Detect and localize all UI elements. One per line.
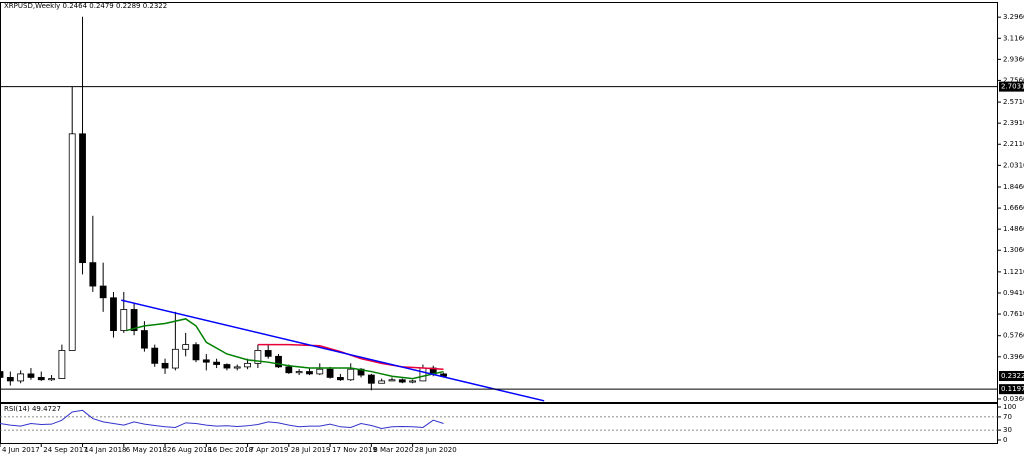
candle-body [171, 348, 179, 369]
y-tick-label: 2.5710 [1003, 98, 1024, 106]
candle-body [419, 367, 427, 382]
candle-body [192, 344, 200, 361]
y-tick-label: 3.1160 [1003, 34, 1024, 42]
candle-body [37, 377, 45, 381]
y-tick-label: 70 [1003, 413, 1012, 421]
y-tick-label: 30 [1003, 426, 1012, 434]
candle-body [337, 377, 344, 381]
y-tick-label: 2.7560 [1003, 76, 1024, 84]
candle-body [223, 364, 231, 369]
candle-body [48, 378, 55, 381]
last-price-box [999, 370, 1024, 381]
candle-body [27, 373, 35, 378]
candle-body [295, 371, 303, 374]
y-tick-label: 0 [1003, 436, 1007, 444]
candle-body [264, 350, 272, 357]
candle-body [378, 380, 386, 384]
x-tick-label: 7 Apr 2019 [250, 446, 289, 454]
x-tick-label: 26 Aug 2018 [167, 446, 212, 454]
candle-body [6, 377, 14, 382]
candle-body [68, 133, 76, 351]
overlay-line [257, 343, 444, 370]
y-tick-label: 100 [1003, 403, 1016, 411]
chart-title: XRPUSD,Weekly 0.2464 0.2479 0.2289 0.232… [4, 2, 167, 10]
price-level-box [999, 384, 1024, 395]
y-tick-label: 1.4860 [1003, 225, 1024, 233]
candle-body [316, 368, 324, 375]
candle-body [99, 285, 107, 299]
overlay-line [121, 299, 545, 402]
candle-body [254, 350, 262, 364]
y-tick-label: 1.3060 [1003, 246, 1024, 254]
candle-body [213, 361, 221, 365]
x-tick-label: 17 Nov 2019 [332, 446, 377, 454]
candle-body [182, 344, 190, 350]
y-tick-label: 2.2110 [1003, 140, 1024, 148]
candle-body [161, 362, 169, 369]
x-tick-label: 28 Jul 2019 [291, 446, 331, 454]
y-tick-label: 3.2960 [1003, 13, 1024, 21]
candle-body [233, 366, 241, 369]
candle-body [244, 362, 251, 368]
overlay-line [126, 318, 444, 380]
x-tick-label: 28 Jun 2020 [415, 446, 457, 454]
x-tick-label: 8 Mar 2020 [373, 446, 413, 454]
candle-body [285, 366, 293, 374]
candle-body [130, 309, 138, 331]
candle-body [388, 379, 396, 382]
x-tick-label: 4 Jun 2017 [2, 446, 40, 454]
x-tick-label: 6 May 2018 [126, 446, 167, 454]
candle-body [367, 374, 375, 384]
candle-body [398, 379, 406, 383]
rsi-pane [0, 403, 998, 444]
price-level-label: 2.7031 [1001, 83, 1024, 91]
candle-body [202, 359, 210, 363]
candle-body [79, 133, 86, 264]
y-tick-label: 2.3910 [1003, 119, 1024, 127]
y-tick-label: 2.9360 [1003, 55, 1024, 63]
y-tick-label: 1.6660 [1003, 204, 1024, 212]
candle-body [0, 371, 4, 378]
x-tick-label: 24 Sep 2017 [43, 446, 87, 454]
candle-body [141, 330, 148, 349]
main-pane [0, 2, 998, 403]
candle-body [306, 371, 313, 375]
price-level-box [999, 81, 1024, 92]
y-tick-label: 1.8460 [1003, 183, 1024, 191]
rsi-line [0, 409, 444, 429]
x-tick-label: 14 Jan 2018 [85, 446, 127, 454]
candle-body [17, 373, 25, 382]
candle-body [120, 309, 128, 331]
candle-body [58, 350, 66, 379]
candle-body [89, 262, 97, 287]
candle-body [409, 380, 417, 383]
price-level-label: 0.1197 [1001, 385, 1024, 393]
candle-body [151, 347, 159, 364]
y-tick-label: 0.0360 [1003, 395, 1024, 403]
rsi-title: RSI(14) 49.4727 [4, 405, 61, 413]
last-price-label: 0.2322 [1001, 372, 1024, 380]
candle-body [110, 297, 117, 331]
candle-body [347, 368, 355, 381]
candle-body [326, 368, 334, 378]
candle-body [275, 355, 282, 368]
x-tick-label: 16 Dec 2018 [208, 446, 253, 454]
